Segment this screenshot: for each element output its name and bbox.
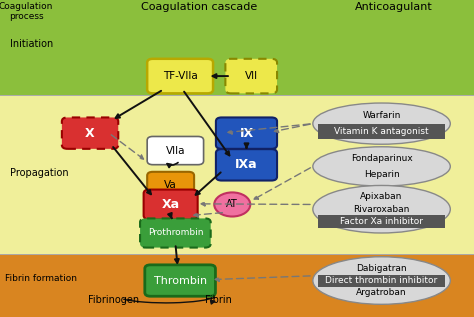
Text: Thrombin: Thrombin (154, 275, 207, 286)
FancyArrowPatch shape (228, 124, 310, 134)
FancyBboxPatch shape (318, 124, 445, 139)
FancyBboxPatch shape (216, 118, 277, 149)
FancyBboxPatch shape (216, 149, 277, 181)
Text: Anticoagulant: Anticoagulant (355, 2, 432, 12)
Text: Rivaroxaban: Rivaroxaban (354, 205, 410, 214)
Bar (0, 0, 474, 95)
FancyBboxPatch shape (144, 190, 198, 219)
FancyArrowPatch shape (111, 135, 144, 159)
Text: Vitamin K antagonist: Vitamin K antagonist (334, 127, 429, 136)
FancyArrowPatch shape (215, 276, 310, 281)
Text: Apixaban: Apixaban (360, 192, 403, 201)
Text: Propagation: Propagation (10, 168, 69, 178)
FancyBboxPatch shape (147, 172, 194, 199)
Text: Xa: Xa (162, 198, 180, 211)
Text: Dabigatran: Dabigatran (356, 264, 407, 273)
Text: Heparin: Heparin (364, 170, 400, 178)
FancyArrowPatch shape (254, 168, 310, 199)
FancyArrowPatch shape (245, 143, 248, 148)
Text: Coagulation
process: Coagulation process (0, 2, 53, 21)
Ellipse shape (313, 257, 450, 304)
FancyArrowPatch shape (116, 91, 161, 118)
Text: IXa: IXa (235, 158, 258, 171)
Ellipse shape (313, 147, 450, 186)
Text: AT: AT (227, 199, 238, 210)
Text: Coagulation cascade: Coagulation cascade (141, 2, 257, 12)
Text: Warfarin: Warfarin (363, 111, 401, 120)
Text: Fibrinogen: Fibrinogen (88, 294, 139, 305)
Text: Fondaparinux: Fondaparinux (351, 154, 412, 163)
Text: Argatroban: Argatroban (356, 288, 407, 297)
FancyArrowPatch shape (194, 213, 222, 217)
Ellipse shape (214, 192, 250, 217)
FancyBboxPatch shape (147, 136, 203, 165)
Text: Prothrombin: Prothrombin (147, 229, 203, 237)
FancyArrowPatch shape (184, 92, 229, 155)
FancyArrowPatch shape (212, 74, 228, 78)
FancyBboxPatch shape (147, 59, 213, 93)
FancyBboxPatch shape (318, 216, 445, 228)
Text: Fibrin formation: Fibrin formation (5, 275, 77, 283)
Text: IX: IX (239, 126, 254, 140)
Bar (0, 254, 474, 317)
Bar (0, 95, 474, 254)
Text: VII: VII (245, 71, 258, 81)
Text: Va: Va (164, 180, 177, 191)
Text: Fibrin: Fibrin (205, 294, 231, 305)
Text: VIIa: VIIa (165, 146, 185, 156)
Ellipse shape (313, 185, 450, 233)
FancyBboxPatch shape (62, 118, 118, 149)
FancyBboxPatch shape (318, 275, 445, 287)
Ellipse shape (313, 103, 450, 144)
FancyArrowPatch shape (201, 202, 310, 206)
FancyBboxPatch shape (145, 265, 215, 296)
FancyBboxPatch shape (226, 59, 277, 93)
Text: Initiation: Initiation (10, 39, 54, 49)
Text: TF-VIIa: TF-VIIa (163, 71, 198, 81)
FancyArrowPatch shape (175, 246, 179, 263)
Text: Factor Xa inhibitor: Factor Xa inhibitor (340, 217, 423, 226)
FancyArrowPatch shape (274, 124, 310, 133)
FancyArrowPatch shape (196, 172, 221, 195)
FancyArrowPatch shape (113, 147, 151, 194)
FancyBboxPatch shape (140, 218, 210, 248)
Text: X: X (85, 126, 95, 140)
FancyArrowPatch shape (168, 213, 172, 218)
FancyArrowPatch shape (210, 300, 215, 304)
Text: Direct thrombin inhibitor: Direct thrombin inhibitor (326, 276, 438, 285)
